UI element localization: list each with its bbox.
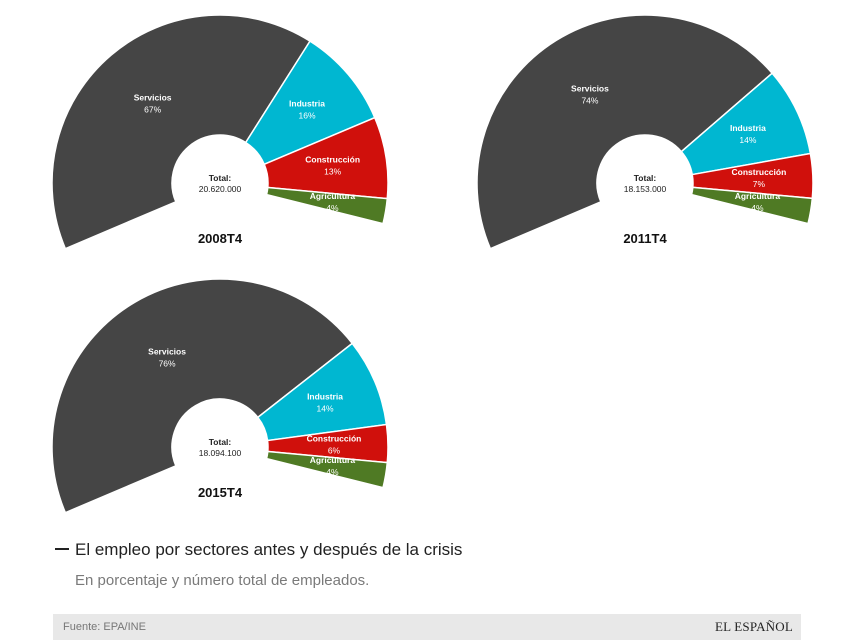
publisher-logo: EL ESPAÑOL bbox=[715, 619, 793, 634]
slice-label-name: Construcción bbox=[732, 167, 787, 177]
slice-label-value: 4% bbox=[751, 203, 764, 213]
slice-label-name: Agricultura bbox=[310, 455, 356, 465]
slice-agricultura bbox=[690, 186, 814, 225]
slice-label-value: 76% bbox=[159, 358, 176, 368]
slice-label-name: Agricultura bbox=[310, 191, 356, 201]
total-label: Total: bbox=[209, 437, 232, 447]
chart-subheading: En porcentaje y número total de empleado… bbox=[75, 572, 370, 589]
total-value: 18.153.000 bbox=[624, 184, 667, 194]
donut-chart-1: Servicios 67% Industria 16% Construcción 13% A… bbox=[51, 14, 389, 250]
slice-label-value: 13% bbox=[324, 167, 341, 177]
heading-dash bbox=[55, 547, 69, 550]
chart-heading: El empleo por sectores antes y después d… bbox=[55, 540, 462, 560]
slice-label-name: Servicios bbox=[134, 93, 172, 103]
slice-label-name: Construcción bbox=[305, 155, 360, 165]
slice-label-value: 4% bbox=[326, 467, 339, 477]
chart-title: 2015T4 bbox=[198, 485, 243, 500]
total-label: Total: bbox=[634, 173, 657, 183]
slice-label-name: Agricultura bbox=[735, 191, 781, 201]
slice-servicios bbox=[51, 278, 354, 514]
slice-label-value: 6% bbox=[328, 446, 341, 456]
slice-label-name: Industria bbox=[289, 98, 325, 108]
total-label: Total: bbox=[209, 173, 232, 183]
charts-canvas: Servicios 67% Industria 16% Construcción 13% A… bbox=[51, 14, 814, 514]
chart-title: 2008T4 bbox=[198, 231, 243, 246]
slice-label-value: 74% bbox=[581, 96, 598, 106]
chart-title: 2011T4 bbox=[623, 231, 667, 246]
slice-label-name: Industria bbox=[730, 123, 766, 133]
slice-servicios bbox=[51, 14, 312, 250]
slice-label-name: Construcción bbox=[307, 434, 362, 444]
slice-agricultura bbox=[265, 450, 389, 489]
slice-label-name: Servicios bbox=[148, 346, 186, 356]
slice-label-value: 14% bbox=[739, 135, 756, 145]
slice-label-value: 14% bbox=[317, 404, 334, 414]
slice-agricultura bbox=[265, 186, 389, 225]
heading-text: El empleo por sectores antes y después d… bbox=[75, 540, 463, 559]
donut-chart-3: Servicios 76% Industria 14% Construcción 6%Ag… bbox=[51, 278, 389, 514]
donut-chart-2: Servicios 74% Industria 14% Construcción 7% Ag… bbox=[476, 14, 814, 250]
total-value: 18.094.100 bbox=[199, 448, 242, 458]
source-text: Fuente: EPA/INE bbox=[63, 621, 146, 633]
slice-label-value: 7% bbox=[753, 179, 766, 189]
footer-bar: Fuente: EPA/INE EL ESPAÑOL bbox=[53, 614, 801, 640]
slice-label-value: 4% bbox=[326, 203, 339, 213]
slice-servicios bbox=[476, 14, 774, 250]
slice-label-name: Servicios bbox=[571, 84, 609, 94]
slice-label-value: 67% bbox=[144, 105, 161, 115]
slice-label-name: Industria bbox=[307, 392, 343, 402]
slice-label-value: 16% bbox=[299, 110, 316, 120]
total-value: 20.620.000 bbox=[199, 184, 242, 194]
